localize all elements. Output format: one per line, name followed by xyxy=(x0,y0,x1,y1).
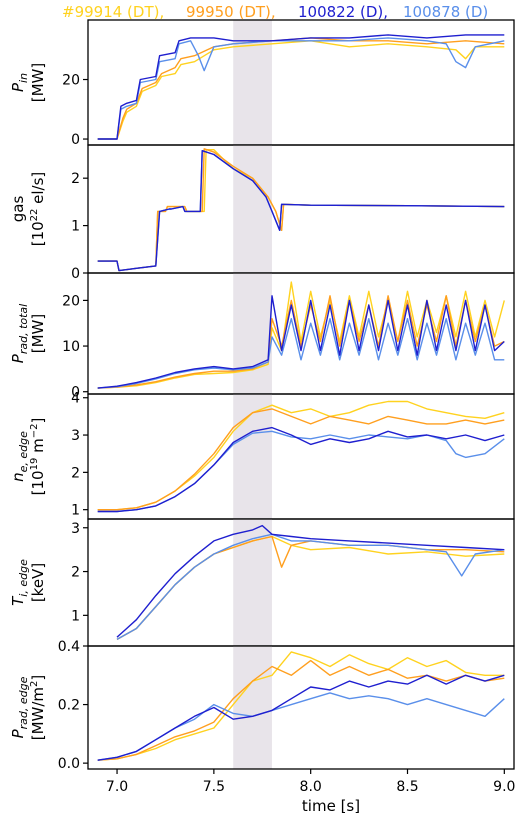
legend: #99914 (DT), 99950 (DT), 100822 (D), 100… xyxy=(62,3,488,21)
y-axis-unit-pin: [MW] xyxy=(29,63,47,102)
series-line-ne_edge-0 xyxy=(97,400,505,511)
series-line-ne_edge-3 xyxy=(97,430,505,513)
y-tick-label: 0.0 xyxy=(58,756,80,772)
y-axis-unit-prad_total: [MW] xyxy=(29,314,47,353)
y-tick-label: 20 xyxy=(62,73,80,89)
x-axis-label: time [s] xyxy=(302,797,360,815)
legend-entry-100878: 100878 (D) xyxy=(403,3,488,21)
series-line-prad_total-1 xyxy=(97,295,505,389)
y-axis-label-prad_total: Prad, total xyxy=(9,304,30,363)
series-group xyxy=(97,651,505,761)
shaded-time-window xyxy=(233,519,272,646)
series-line-ti_edge-2 xyxy=(116,524,505,638)
series-group xyxy=(97,148,505,272)
y-tick-label: 2 xyxy=(71,171,80,187)
series-line-gas-0 xyxy=(97,149,505,272)
panel-ti_edge: 1 2 3 Ti, edge [keV] xyxy=(9,518,515,647)
series-group xyxy=(97,400,505,513)
x-tick-label: 9.0 xyxy=(493,779,515,795)
series-line-pin-0 xyxy=(97,40,505,140)
panel-prad_edge: 0.0 0.2 0.4 Prad, edge [MW/m2] xyxy=(9,639,515,772)
series-line-prad_total-0 xyxy=(97,281,505,389)
y-axis-unit-ne_edge: [1019 m−2] xyxy=(29,418,47,496)
y-axis-label-pin: Pin xyxy=(9,73,30,92)
y-axis-unit-prad_edge: [MW/m2] xyxy=(29,675,47,741)
panel-prad_total: 0 10 20 Prad, total [MW] xyxy=(9,272,515,401)
series-line-pin-1 xyxy=(97,37,505,140)
series-line-gas-1 xyxy=(97,148,505,272)
shaded-time-window xyxy=(233,145,272,273)
series-line-pin-3 xyxy=(97,37,505,140)
shaded-time-window xyxy=(233,273,272,394)
y-tick-label: 0.2 xyxy=(58,698,80,714)
legend-entry-99914: #99914 (DT), xyxy=(62,3,164,21)
y-tick-label: 0.4 xyxy=(58,639,80,655)
y-axis-unit-gas: [1022 el/s] xyxy=(29,172,47,247)
series-line-ne_edge-1 xyxy=(97,408,505,511)
panel-frame xyxy=(87,645,515,770)
x-tick-label: 8.5 xyxy=(396,779,418,795)
y-tick-label: 0 xyxy=(71,385,80,401)
y-tick-label: 4 xyxy=(71,391,80,407)
y-axis-label-ti_edge: Ti, edge xyxy=(9,559,30,606)
y-tick-label: 1 xyxy=(71,608,80,624)
series-line-prad_total-3 xyxy=(97,318,505,389)
y-tick-label: 2 xyxy=(71,565,80,581)
series-line-prad_edge-2 xyxy=(97,674,505,761)
panel-ne_edge: 1 2 3 4 ne, edge[1019 m−2] xyxy=(9,391,515,520)
y-tick-label: 3 xyxy=(71,521,80,537)
legend-entry-100822: 100822 (D), xyxy=(298,3,388,21)
series-line-prad_total-2 xyxy=(97,295,505,389)
shaded-time-window xyxy=(233,20,272,145)
y-axis-label-gas: gas xyxy=(9,196,27,223)
series-line-prad_edge-1 xyxy=(97,659,505,761)
shaded-time-window xyxy=(233,646,272,769)
series-group xyxy=(97,281,505,389)
x-tick-label: 7.5 xyxy=(203,779,225,795)
panel-pin: 0 20 Pin [MW] xyxy=(9,19,515,148)
x-axis: 7.0 7.5 8.0 8.5 9.0 xyxy=(106,769,515,795)
panel-gas: 0 1 2 gas[1022 el/s] xyxy=(9,144,515,282)
x-tick-label: 8.0 xyxy=(300,779,322,795)
series-line-prad_edge-0 xyxy=(97,651,505,761)
series-line-prad_edge-3 xyxy=(97,692,505,761)
series-line-gas-3 xyxy=(97,150,505,272)
y-tick-label: 3 xyxy=(71,428,80,444)
legend-entry-99950: 99950 (DT), xyxy=(186,3,276,21)
series-line-gas-2 xyxy=(97,150,505,272)
y-tick-label: 1 xyxy=(71,503,80,519)
y-axis-unit-ti_edge: [keV] xyxy=(29,563,47,602)
y-tick-label: 1 xyxy=(71,219,80,235)
y-axis-label-ne_edge: ne, edge xyxy=(9,431,30,482)
series-line-pin-2 xyxy=(97,34,505,140)
series-line-ti_edge-3 xyxy=(116,533,505,641)
y-axis-label-prad_edge: Prad, edge xyxy=(9,676,30,738)
x-tick-label: 7.0 xyxy=(106,779,128,795)
y-tick-label: 10 xyxy=(62,339,80,355)
y-tick-label: 0 xyxy=(71,132,80,148)
panel-frame xyxy=(87,144,515,274)
shaded-time-window xyxy=(233,394,272,519)
y-tick-label: 0 xyxy=(71,266,80,282)
series-line-ne_edge-2 xyxy=(97,426,505,513)
y-tick-label: 2 xyxy=(71,465,80,481)
series-group xyxy=(97,34,505,140)
series-group xyxy=(116,524,505,641)
y-tick-label: 20 xyxy=(62,293,80,309)
